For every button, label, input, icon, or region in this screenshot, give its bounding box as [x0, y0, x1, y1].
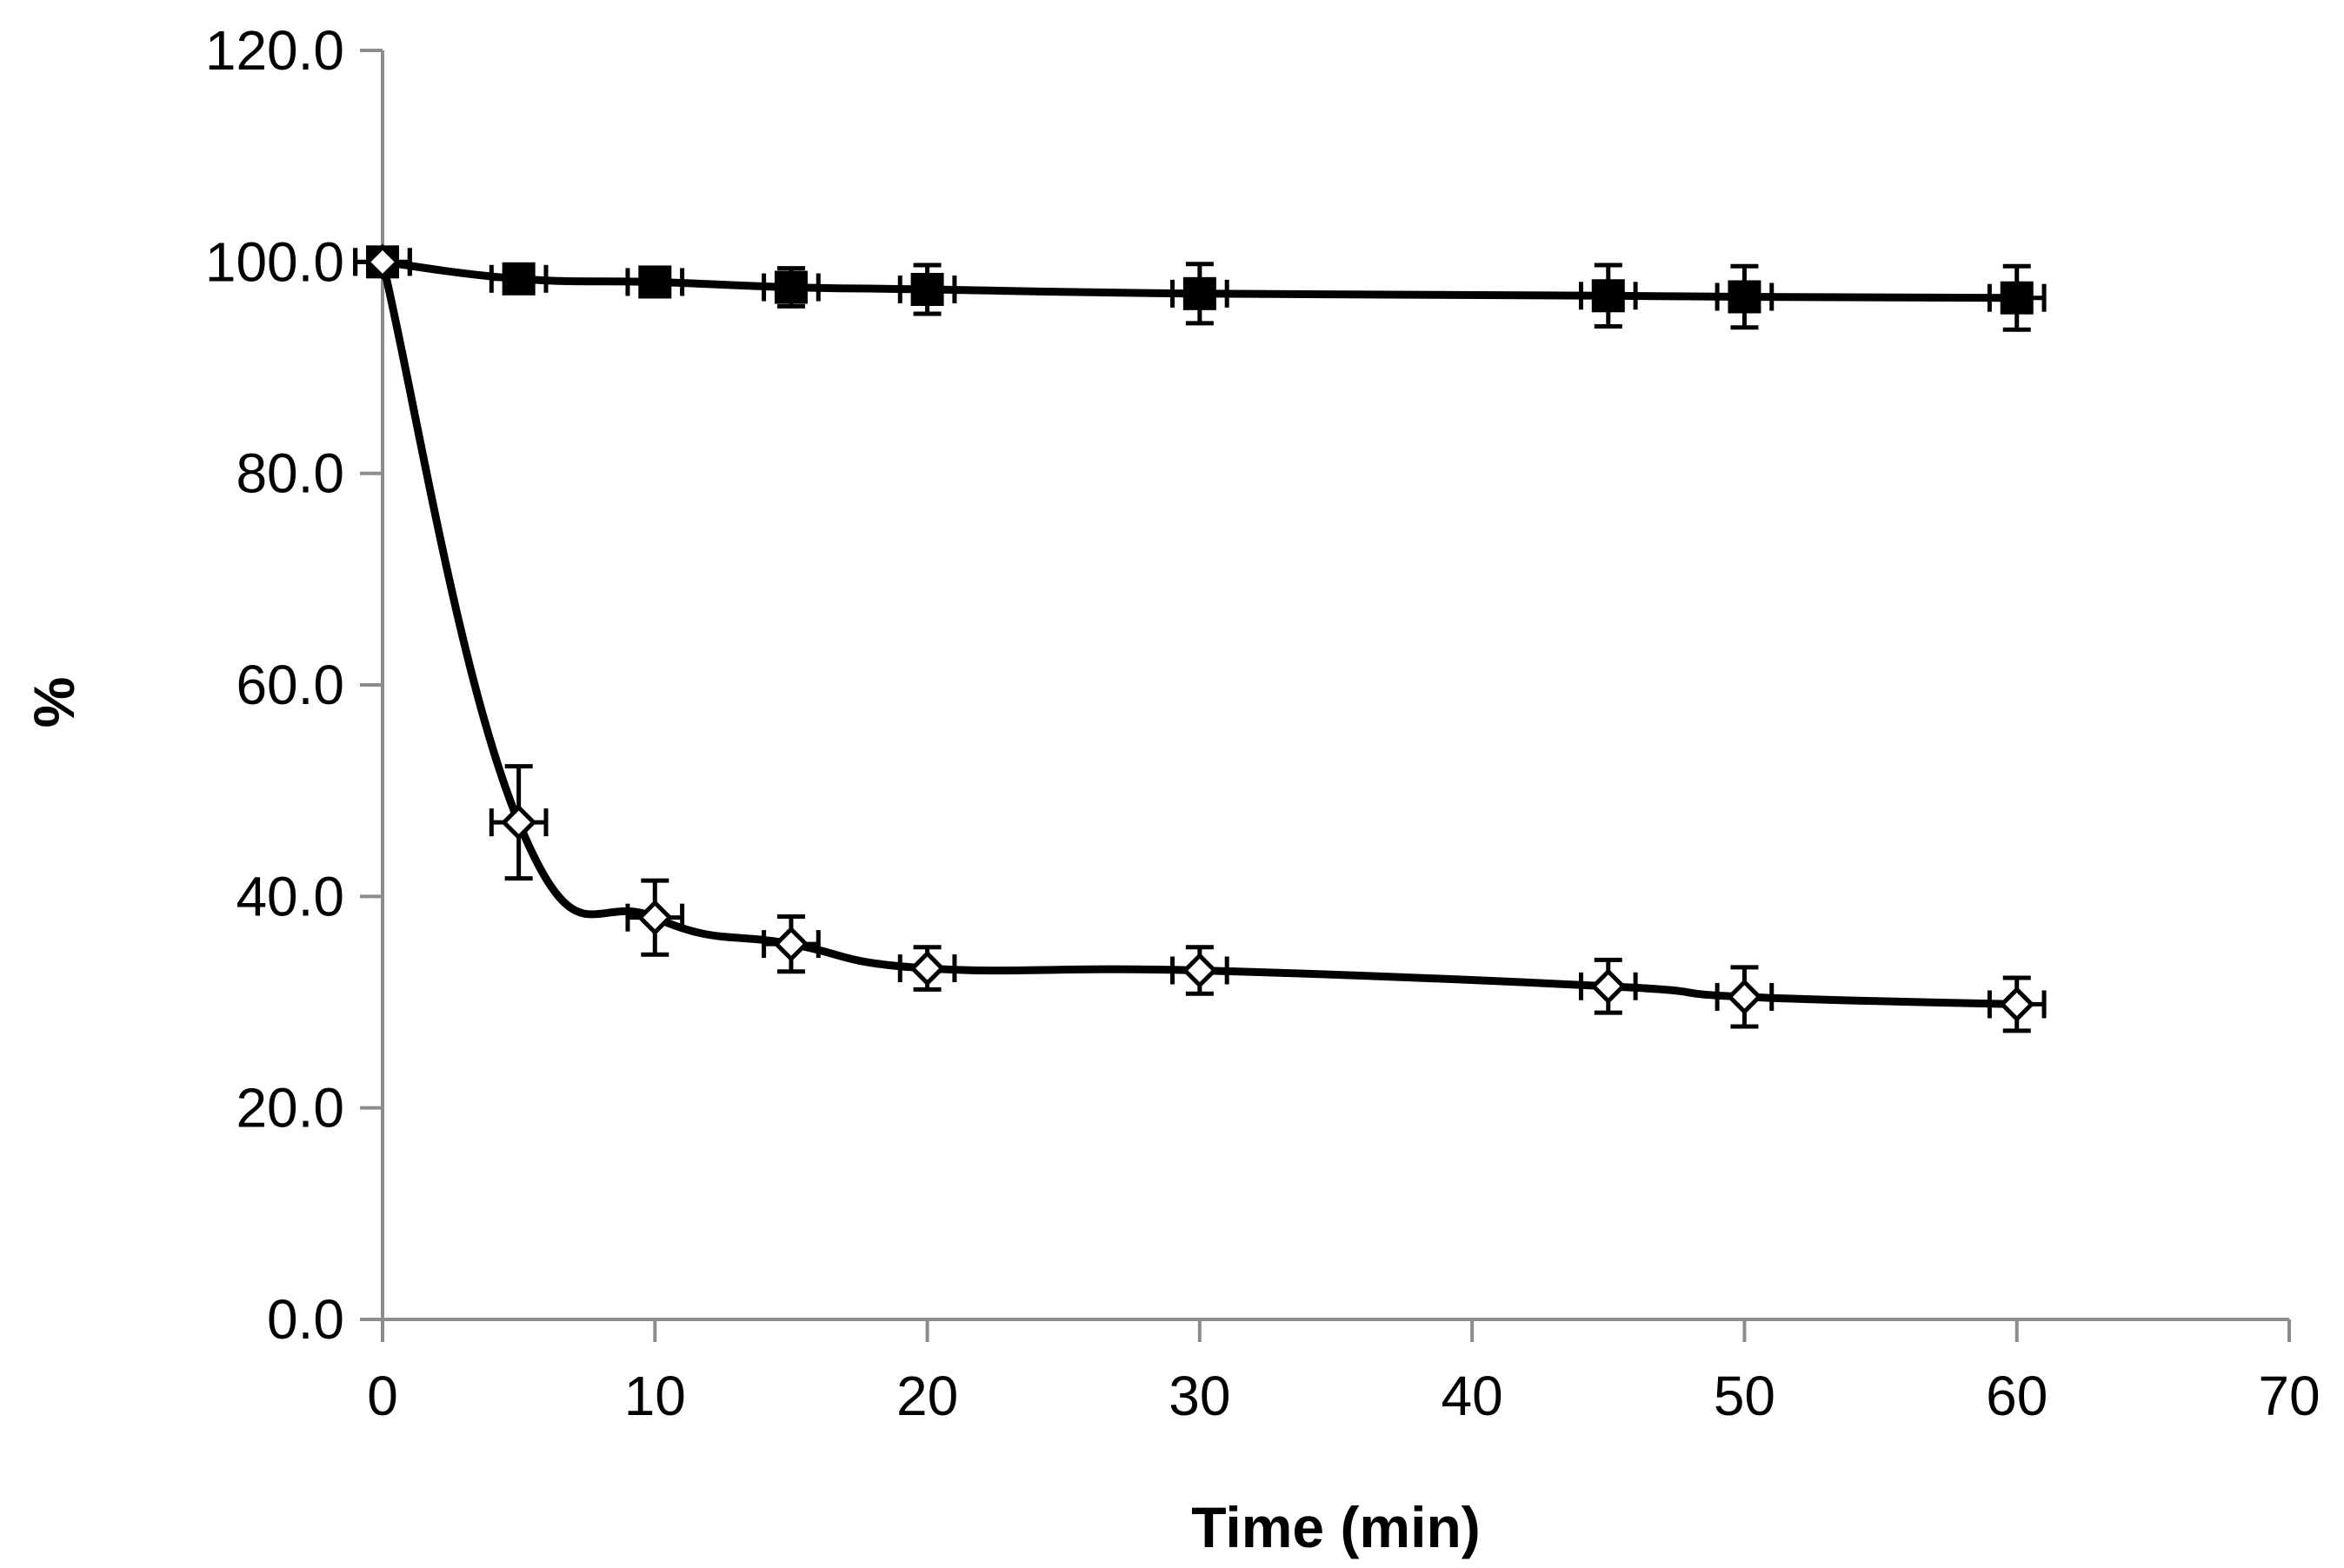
- y-tick-label: 80.0: [236, 442, 344, 505]
- x-axis-title: Time (min): [1191, 1495, 1480, 1559]
- data-point-square: [774, 270, 808, 304]
- series-line: [382, 257, 2017, 302]
- axes: 0.0 20.0 40.0 60.0 80.0 100.0 120.0 0 10 20 30 40 50…: [205, 19, 2321, 1427]
- data-point-square: [502, 262, 536, 296]
- x-tick-label: 10: [624, 1365, 686, 1427]
- y-tick-label: 20.0: [236, 1077, 344, 1139]
- x-tick-label: 0: [367, 1365, 398, 1427]
- y-axis-title: %: [22, 677, 86, 728]
- data-point-diamond: [1590, 968, 1627, 1005]
- data-point-square: [1591, 279, 1625, 313]
- x-tick-label: 40: [1442, 1365, 1503, 1427]
- plot-area: [353, 243, 2047, 1033]
- x-tick-label: 70: [2258, 1365, 2320, 1427]
- data-point-diamond: [636, 900, 673, 936]
- data-point-square: [1182, 276, 1216, 310]
- data-point-diamond: [1999, 986, 2035, 1022]
- series-filled-square-series: [353, 245, 2047, 332]
- data-point-diamond: [773, 926, 809, 962]
- y-tick-label: 120.0: [205, 19, 344, 82]
- x-tick-label: 50: [1714, 1365, 1775, 1427]
- data-point-diamond: [501, 804, 537, 840]
- data-point-square: [910, 272, 944, 306]
- y-tick-label: 100.0: [205, 230, 344, 293]
- series-line: [378, 261, 2017, 1008]
- data-point-square: [1728, 280, 1761, 314]
- y-tick-label: 40.0: [236, 865, 344, 927]
- x-tick-label: 20: [896, 1365, 958, 1427]
- data-point-diamond: [1726, 979, 1762, 1015]
- data-point-diamond: [1182, 952, 1218, 989]
- y-tick-label: 60.0: [236, 654, 344, 716]
- x-tick-label: 60: [1986, 1365, 2048, 1427]
- x-tick-label: 30: [1169, 1365, 1230, 1427]
- data-point-square: [2000, 281, 2034, 315]
- data-point-diamond: [909, 950, 946, 987]
- data-point-square: [638, 265, 672, 299]
- series-open-diamond-series: [353, 243, 2047, 1033]
- data-point-diamond: [364, 243, 401, 280]
- y-tick-label: 0.0: [267, 1288, 344, 1351]
